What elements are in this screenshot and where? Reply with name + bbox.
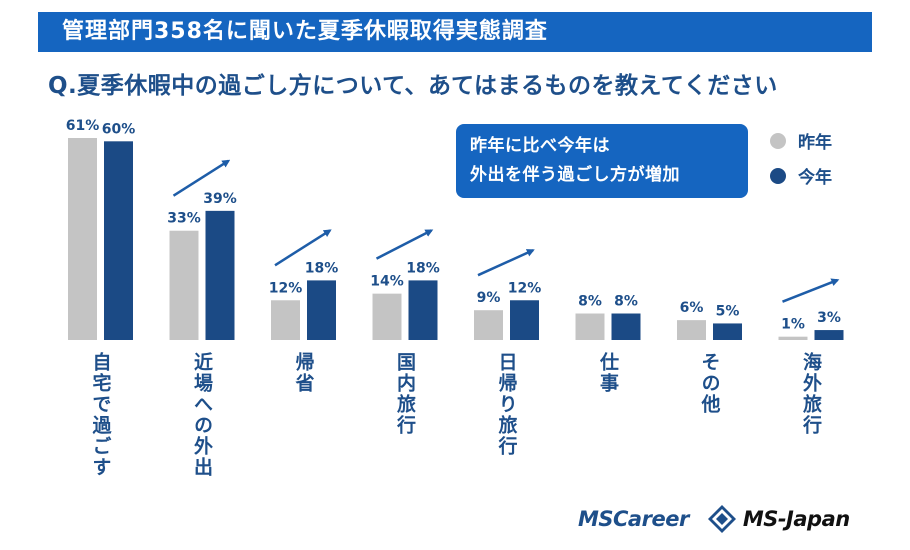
bar-last-year <box>474 310 503 340</box>
callout-line-2: 外出を伴う過ごし方が増加 <box>470 165 680 185</box>
increase-arrow-icon <box>782 278 840 303</box>
value-label-this-year: 12% <box>508 280 542 296</box>
bar-this-year <box>510 300 539 340</box>
msjapan-logo: MS-Japan <box>742 507 850 531</box>
survey-question: Q.夏季休暇中の過ごし方について、あてはまるものを教えてください <box>48 73 778 99</box>
value-label-this-year: 5% <box>716 303 740 319</box>
legend-label-this-year: 今年 <box>798 168 832 188</box>
bar-this-year <box>307 280 336 340</box>
category-label: 日帰り旅行 <box>495 352 518 457</box>
bar-last-year <box>271 300 300 340</box>
bar-this-year <box>104 141 133 340</box>
bar-this-year <box>611 313 641 340</box>
value-label-this-year: 39% <box>203 191 237 207</box>
value-label-last-year: 33% <box>167 211 201 227</box>
page-title: 管理部門358名に聞いた夏季休暇取得実態調査 <box>62 19 548 44</box>
value-label-this-year: 18% <box>406 260 440 276</box>
bar-last-year <box>372 293 402 340</box>
bar-last-year <box>169 230 199 340</box>
legend-item-this-year: 今年 <box>770 163 832 188</box>
msjapan-logo-group: MS-Japan <box>707 504 850 534</box>
value-label-last-year: 14% <box>370 274 404 290</box>
bar-last-year <box>778 336 808 340</box>
legend-swatch-last-year <box>770 132 786 149</box>
value-label-last-year: 1% <box>781 317 805 333</box>
legend-item-last-year: 昨年 <box>770 128 832 153</box>
category-label: 海外旅行 <box>800 352 822 436</box>
category-label: 自宅で過ごす <box>89 352 112 478</box>
bar-this-year <box>814 330 844 340</box>
value-label-this-year: 8% <box>614 294 638 310</box>
value-label-last-year: 61% <box>66 118 100 134</box>
category-label: 国内旅行 <box>394 352 416 436</box>
increase-arrow-icon <box>477 249 535 277</box>
msjapan-diamond-icon <box>707 505 736 533</box>
legend-label-last-year: 昨年 <box>798 133 832 153</box>
increase-arrow-icon <box>274 229 332 267</box>
value-label-this-year: 60% <box>102 121 136 137</box>
category-label: 近場への外出 <box>191 352 213 478</box>
value-label-last-year: 8% <box>578 294 602 310</box>
value-label-last-year: 12% <box>269 280 303 296</box>
increase-arrow-icon <box>375 229 434 260</box>
callout-line-1: 昨年に比べ今年は <box>470 136 610 156</box>
value-label-last-year: 9% <box>477 290 501 306</box>
title-banner: 管理部門358名に聞いた夏季休暇取得実態調査 <box>38 12 872 52</box>
mscareer-logo: MSCareer <box>578 507 689 531</box>
value-label-this-year: 18% <box>305 260 339 276</box>
bar-this-year <box>713 323 742 340</box>
value-label-this-year: 3% <box>817 310 841 326</box>
bar-this-year <box>408 280 438 340</box>
bar-last-year <box>575 313 605 340</box>
value-label-last-year: 6% <box>680 300 704 316</box>
category-label: 帰省 <box>292 352 315 394</box>
increase-arrow-icon <box>172 159 231 197</box>
bar-last-year <box>677 320 706 340</box>
logo-area: MSCareer MS-Japan <box>578 504 850 534</box>
callout-box: 昨年に比べ今年は 外出を伴う過ごし方が増加 <box>456 124 748 198</box>
legend-swatch-this-year <box>770 167 786 184</box>
chart-legend: 昨年 今年 <box>770 128 832 198</box>
bar-last-year <box>68 138 97 340</box>
bar-this-year <box>205 210 235 340</box>
category-label: その他 <box>698 352 721 415</box>
category-label: 仕事 <box>597 352 619 394</box>
